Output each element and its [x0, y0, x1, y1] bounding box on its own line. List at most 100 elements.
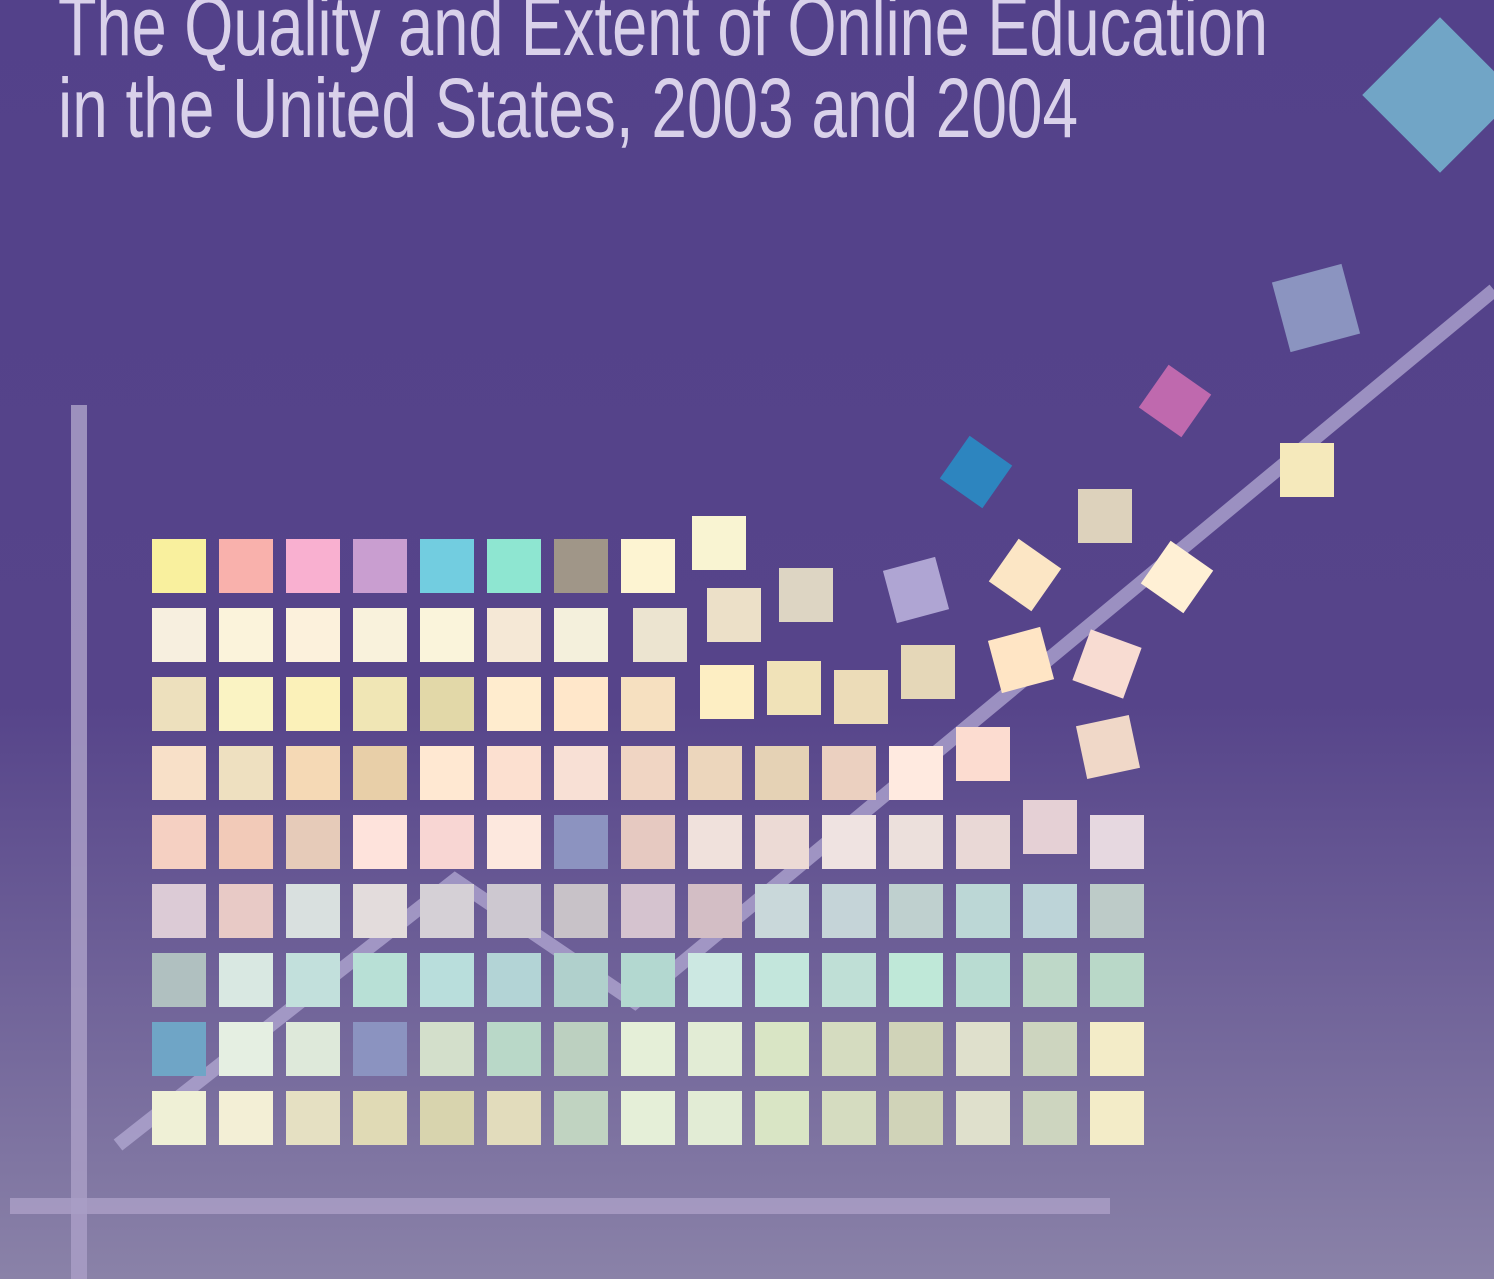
square — [621, 1022, 675, 1076]
square — [1023, 800, 1077, 854]
square — [822, 953, 876, 1007]
square — [939, 435, 1013, 509]
square — [1140, 540, 1214, 614]
square — [988, 538, 1062, 612]
square — [219, 884, 273, 938]
square — [621, 884, 675, 938]
square — [956, 884, 1010, 938]
square — [286, 884, 340, 938]
square — [688, 746, 742, 800]
square — [621, 677, 675, 731]
square — [956, 1022, 1010, 1076]
square — [152, 746, 206, 800]
square — [1023, 1091, 1077, 1145]
square — [1023, 1022, 1077, 1076]
square — [286, 746, 340, 800]
square — [152, 608, 206, 662]
square — [688, 1022, 742, 1076]
square — [219, 953, 273, 1007]
square — [487, 953, 541, 1007]
square — [554, 953, 608, 1007]
square — [487, 746, 541, 800]
square — [700, 665, 754, 719]
square — [1072, 629, 1142, 699]
title-line: in the United States, 2003 and 2004 — [58, 61, 1078, 155]
square — [152, 815, 206, 869]
square — [889, 884, 943, 938]
square — [755, 953, 809, 1007]
square — [779, 568, 833, 622]
square — [487, 677, 541, 731]
square — [889, 953, 943, 1007]
square — [353, 884, 407, 938]
square — [286, 1091, 340, 1145]
square — [487, 608, 541, 662]
square — [755, 1022, 809, 1076]
square — [554, 1022, 608, 1076]
square — [487, 539, 541, 593]
square — [420, 677, 474, 731]
square — [1090, 1022, 1144, 1076]
square — [219, 1022, 273, 1076]
square — [152, 677, 206, 731]
square — [152, 953, 206, 1007]
square — [554, 677, 608, 731]
square — [1138, 364, 1212, 438]
square — [554, 608, 608, 662]
square — [1090, 953, 1144, 1007]
square — [219, 677, 273, 731]
square — [420, 815, 474, 869]
square — [621, 539, 675, 593]
square — [353, 677, 407, 731]
square — [822, 884, 876, 938]
square — [956, 1091, 1010, 1145]
square — [1090, 1091, 1144, 1145]
square — [554, 539, 608, 593]
square — [901, 645, 955, 699]
square — [767, 661, 821, 715]
square — [822, 746, 876, 800]
square — [1075, 714, 1141, 780]
square — [621, 1091, 675, 1145]
axis-vertical — [71, 405, 87, 1279]
square — [554, 1091, 608, 1145]
square — [1023, 953, 1077, 1007]
square — [621, 746, 675, 800]
square — [688, 884, 742, 938]
square — [353, 953, 407, 1007]
square — [755, 815, 809, 869]
square — [353, 746, 407, 800]
axis-horizontal — [10, 1198, 1110, 1214]
square — [286, 608, 340, 662]
square — [420, 953, 474, 1007]
square — [152, 884, 206, 938]
title-line: The Quality and Extent of Online Educati… — [58, 0, 1268, 73]
square — [420, 1091, 474, 1145]
square — [219, 539, 273, 593]
square — [1280, 443, 1334, 497]
square — [286, 1022, 340, 1076]
square — [219, 746, 273, 800]
square — [286, 953, 340, 1007]
square — [707, 588, 761, 642]
square — [621, 953, 675, 1007]
square — [987, 626, 1055, 694]
trend-line — [113, 284, 1494, 1151]
square — [1023, 884, 1077, 938]
square — [956, 727, 1010, 781]
square — [889, 815, 943, 869]
square — [688, 815, 742, 869]
square — [487, 815, 541, 869]
square — [353, 815, 407, 869]
square — [956, 953, 1010, 1007]
square — [755, 746, 809, 800]
square — [353, 608, 407, 662]
square — [621, 815, 675, 869]
square — [889, 746, 943, 800]
square — [420, 539, 474, 593]
square — [688, 953, 742, 1007]
square — [633, 608, 687, 662]
square-grid — [152, 263, 1361, 1145]
square — [152, 1022, 206, 1076]
